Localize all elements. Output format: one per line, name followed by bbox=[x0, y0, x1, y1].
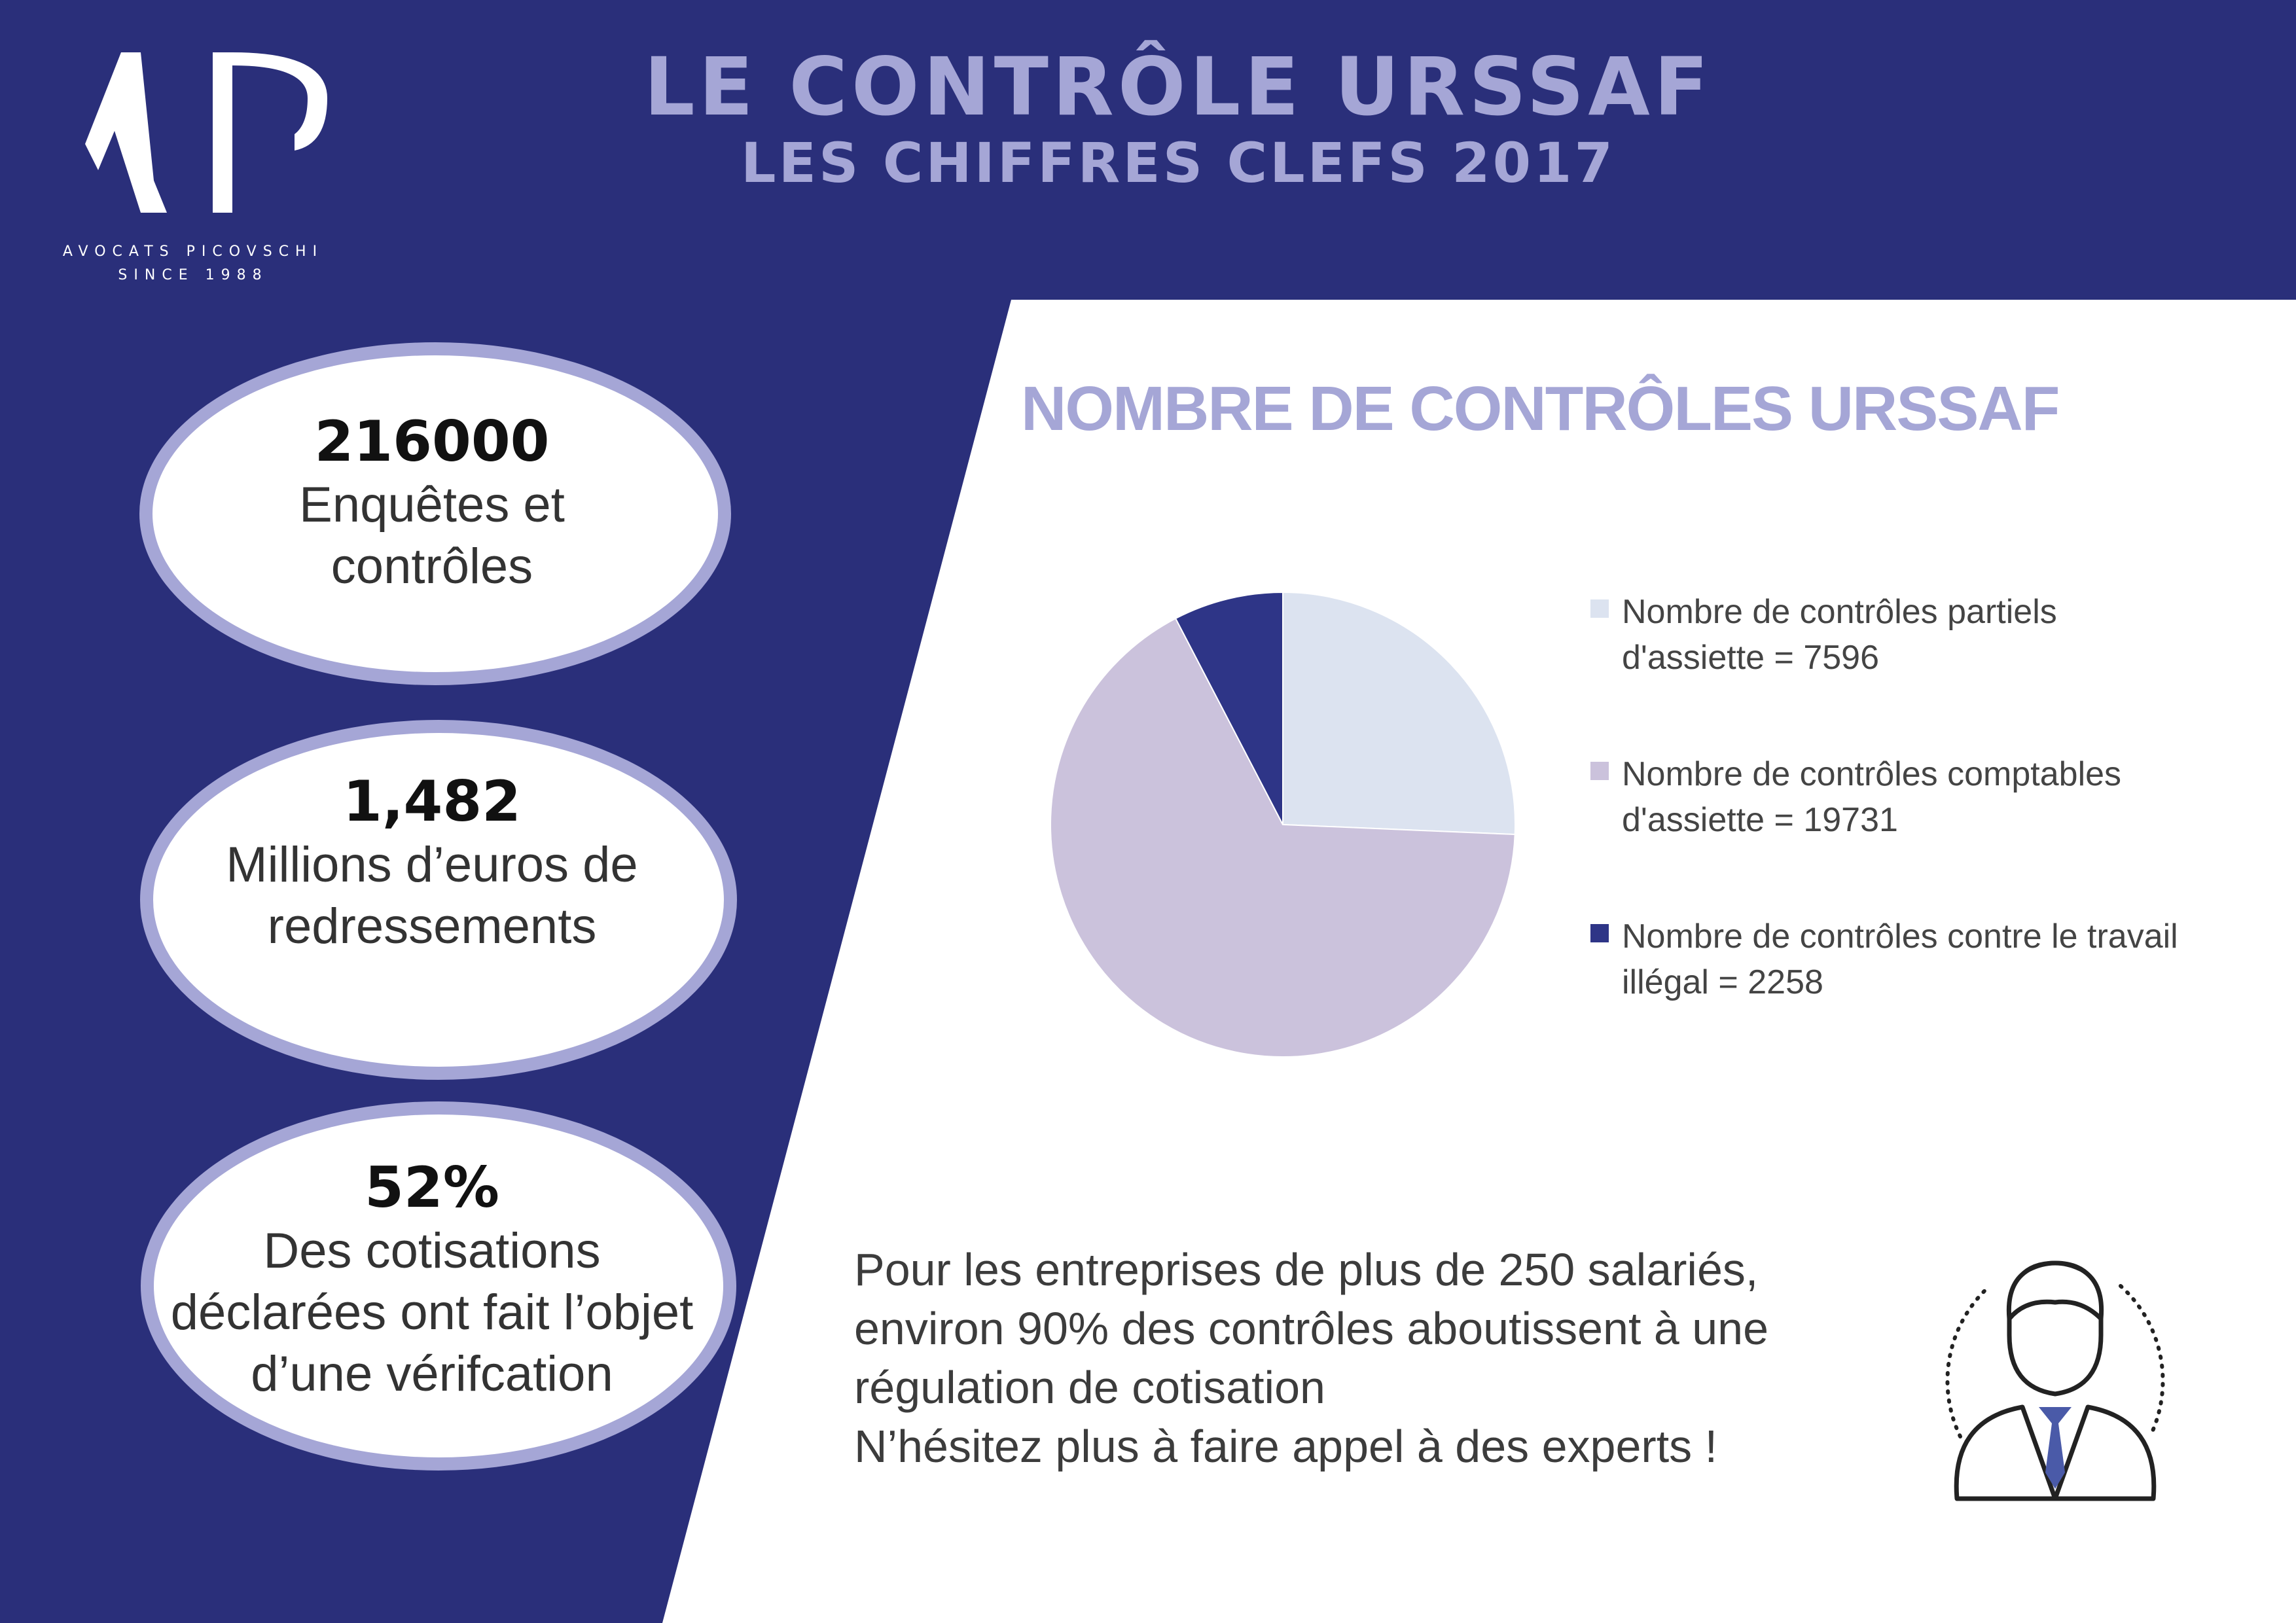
stat-label-line: d’une vérifcation bbox=[251, 1346, 613, 1402]
pie-slice-2 bbox=[1174, 591, 1283, 825]
page-subtitle: LES CHIFFRES CLEFS 2017 bbox=[741, 131, 1615, 195]
stat-value: 52% bbox=[365, 1155, 499, 1221]
stat-redressements: 1,482 Millions d’euros de redressements bbox=[137, 769, 726, 957]
ap-logo: AP bbox=[85, 52, 327, 213]
message-line: régulation de cotisation bbox=[854, 1362, 1325, 1413]
legend-line: Nombre de contrôles contre le travail bbox=[1622, 918, 2178, 955]
legend-line: Nombre de contrôles comptables bbox=[1622, 755, 2122, 793]
stat-oval-1 bbox=[152, 355, 718, 672]
stat-oval-3 bbox=[154, 1115, 723, 1457]
brand-name: AVOCATS PICOVSCHI bbox=[62, 243, 324, 260]
stat-label-line: déclarées ont fait l’objet bbox=[170, 1285, 694, 1340]
pie-slice-0 bbox=[1282, 591, 1516, 836]
pie-slice-1 bbox=[1050, 617, 1516, 1058]
stat-value: 1,482 bbox=[342, 769, 522, 834]
legend-swatch bbox=[1590, 924, 1609, 942]
legend-line: Nombre de contrôles partiels bbox=[1622, 593, 2057, 631]
stat-enquetes: 216000 Enquêtes et contrôles bbox=[137, 409, 726, 597]
legend-swatch bbox=[1590, 599, 1609, 618]
message-line: Pour les entreprises de plus de 250 sala… bbox=[854, 1244, 1759, 1295]
legend-line: illégal = 2258 bbox=[1622, 963, 1823, 1001]
legend-label: Nombre de contrôles contre le travail il… bbox=[1622, 914, 2283, 1005]
pie-chart bbox=[1050, 591, 1516, 1058]
stat-cotisations: 52% Des cotisations déclarées ont fait l… bbox=[137, 1155, 726, 1405]
legend-label: Nombre de contrôles partiels d'assiette … bbox=[1622, 589, 2283, 681]
legend-line: d'assiette = 19731 bbox=[1622, 801, 1898, 839]
stat-label-line: Millions d’euros de bbox=[226, 837, 638, 893]
legend-label: Nombre de contrôles comptables d'assiett… bbox=[1622, 751, 2283, 843]
stat-label-line: contrôles bbox=[331, 539, 533, 594]
stat-label-line: Enquêtes et bbox=[299, 477, 565, 533]
brand-since: SINCE 1988 bbox=[118, 267, 268, 283]
message-line: N’hésitez plus à faire appel à des exper… bbox=[854, 1421, 1718, 1472]
page-title: LE CONTRÔLE URSSAF bbox=[643, 41, 1713, 134]
stat-label-line: redressements bbox=[267, 899, 597, 954]
stat-oval-border-2 bbox=[153, 733, 724, 1067]
business-person-icon bbox=[1945, 1260, 2165, 1501]
chart-title: NOMBRE DE CONTRÔLES URSSAF bbox=[1021, 374, 2060, 444]
experts-message: Pour les entreprises de plus de 250 sala… bbox=[854, 1240, 1901, 1476]
legend-line: d'assiette = 7596 bbox=[1622, 639, 1879, 677]
white-panel bbox=[662, 300, 2296, 1623]
message-line: environ 90% des contrôles aboutissent à … bbox=[854, 1303, 1769, 1354]
stat-label-line: Des cotisations bbox=[263, 1223, 601, 1279]
stat-value: 216000 bbox=[314, 409, 550, 474]
legend-swatch bbox=[1590, 762, 1609, 780]
